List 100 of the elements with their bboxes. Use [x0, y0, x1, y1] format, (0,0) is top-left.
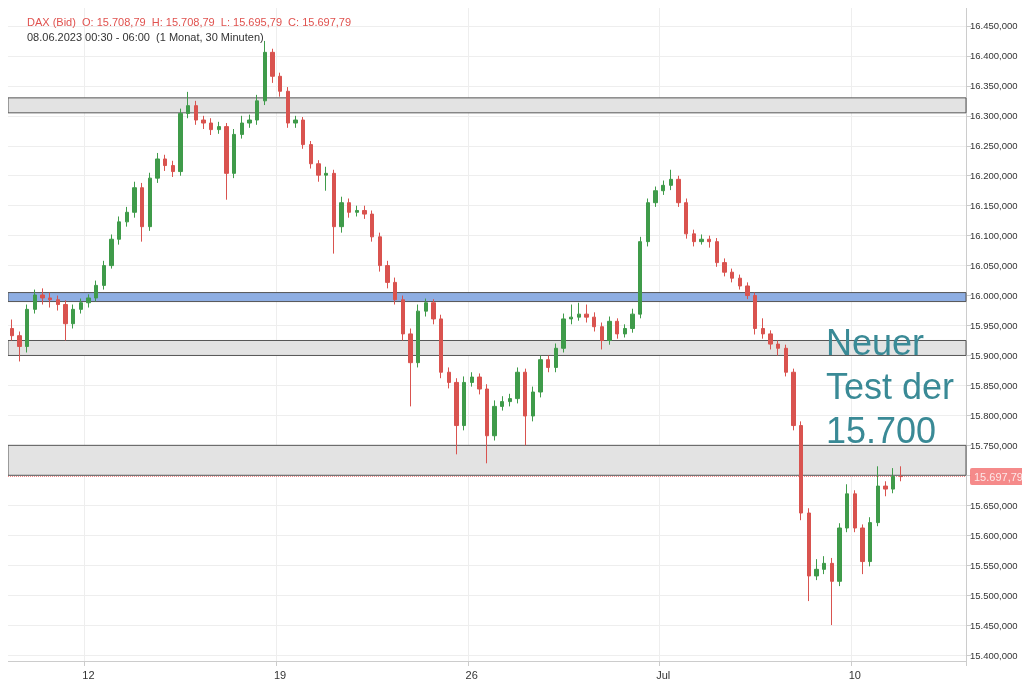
candlestick: [94, 280, 98, 303]
candlestick: [684, 198, 688, 240]
y-tick-label: 16.300,000: [970, 110, 1018, 122]
x-tick-label: 19: [273, 668, 287, 681]
candlestick: [722, 257, 727, 277]
candlestick: [646, 198, 650, 247]
y-tick-label: 16.250,000: [970, 140, 1018, 152]
y-tick-label: 15.650,000: [970, 499, 1018, 511]
candlestick: [784, 344, 788, 377]
candlestick: [523, 368, 527, 446]
candlestick: [393, 277, 397, 306]
candlestick: [286, 86, 290, 129]
candlestick: [439, 314, 443, 379]
candlestick: [623, 323, 627, 338]
candlestick: [485, 383, 489, 464]
candlestick: [715, 237, 719, 268]
candlestick: [669, 169, 673, 191]
candlestick: [477, 372, 482, 395]
candlestick: [653, 186, 658, 208]
candlestick: [546, 354, 550, 373]
y-tick-label: 16.450,000: [970, 20, 1018, 32]
candlestick: [891, 467, 895, 494]
candlestick: [378, 232, 382, 273]
candlestick: [554, 342, 558, 373]
candlestick: [401, 295, 405, 341]
candlestick: [416, 304, 420, 368]
candlestick: [692, 229, 696, 247]
candlestick: [240, 115, 244, 140]
y-tick-label: 15.950,000: [970, 320, 1018, 332]
candlestick: [615, 317, 619, 340]
candlestick: [370, 209, 374, 243]
candlestick: [347, 198, 351, 219]
y-tick-label: 15.450,000: [970, 619, 1018, 631]
candlestick: [753, 292, 757, 335]
x-tick-label: 12: [82, 668, 95, 681]
candlestick: [508, 393, 512, 407]
y-tick-label: 16.150,000: [970, 200, 1018, 212]
candlestick: [447, 366, 451, 389]
candlestick: [745, 281, 750, 300]
candlestick: [860, 523, 865, 575]
candlestick: [163, 154, 167, 172]
candlestick: [209, 117, 213, 136]
candlestick: [830, 557, 834, 626]
candlestick: [309, 140, 313, 170]
candlestick: [255, 94, 259, 126]
candlestick: [263, 40, 267, 106]
candlestick: [301, 116, 305, 150]
candlestick: [339, 196, 344, 234]
candlestick: [224, 122, 229, 201]
y-tick-label: 16.400,000: [970, 50, 1018, 62]
candlestick: [431, 298, 436, 325]
candlestick: [868, 516, 872, 567]
y-tick-label: 16.050,000: [970, 260, 1018, 272]
candlestick: [56, 295, 60, 312]
candlestick: [155, 152, 160, 184]
candlestick: [492, 399, 497, 442]
y-tick-label: 16.350,000: [970, 80, 1018, 92]
candlestick: [316, 159, 321, 183]
candlestick: [40, 287, 45, 306]
candlestick: [883, 480, 888, 497]
candlestick: [25, 304, 29, 353]
candlestick: [79, 298, 83, 315]
candlestick: [408, 328, 413, 407]
y-tick-label: 15.400,000: [970, 649, 1018, 661]
candlestick: [462, 375, 466, 431]
candlestick: [132, 181, 137, 219]
candlestick: [607, 316, 612, 346]
candlestick: [125, 206, 129, 228]
candlestick: [853, 489, 857, 533]
text: 08.06.2023 00:30 - 06:00 (1 Monat, 30 Minuten): [27, 30, 264, 43]
candlestick: [140, 182, 144, 243]
candlestick: [768, 329, 773, 350]
candlestick: [600, 322, 604, 350]
candlestick: [324, 166, 328, 192]
candlestick: [561, 313, 566, 353]
candlestick: [217, 121, 221, 135]
candlestick: [577, 302, 581, 322]
candlestick: [592, 311, 596, 332]
candlestick: [538, 354, 543, 398]
candlestick: [232, 128, 236, 179]
candlestick: [109, 233, 114, 270]
ref-line-label: 15.697,79: [974, 470, 1023, 483]
candlestick: [148, 172, 152, 232]
candlestick: [899, 465, 903, 482]
candlestick: [738, 274, 742, 291]
candlestick: [761, 317, 765, 340]
candlestick: [63, 299, 68, 341]
y-tick-label: 15.750,000: [970, 439, 1018, 451]
y-tick-label: 15.500,000: [970, 589, 1018, 601]
candlestick: [799, 420, 803, 521]
candlestick: [332, 169, 336, 255]
x-tick-label: Jul: [656, 668, 671, 681]
candlestick: [837, 522, 842, 587]
y-tick-label: 15.850,000: [970, 379, 1018, 391]
candlestick: [531, 386, 535, 422]
candlestick: [33, 289, 37, 315]
candlestick: [500, 395, 504, 412]
candlestick: [661, 180, 665, 196]
y-tick-label: 15.550,000: [970, 559, 1018, 571]
x-tick-label: 10: [848, 668, 861, 681]
